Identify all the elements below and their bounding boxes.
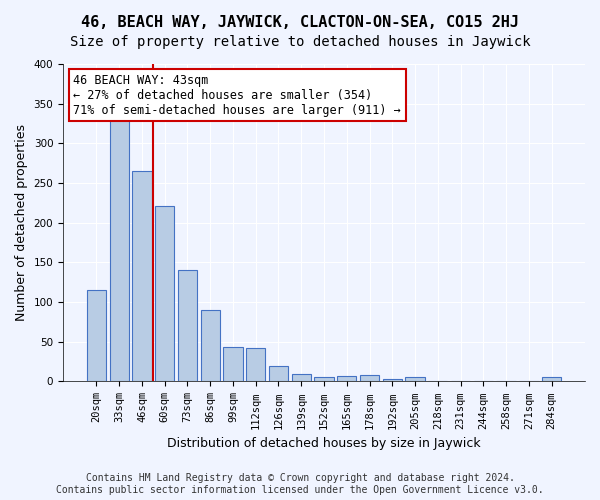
Bar (292, 374, 311, 382)
Text: Size of property relative to detached houses in Jaywick: Size of property relative to detached ho… (70, 35, 530, 49)
Bar (337, 376, 356, 382)
Bar (542, 378, 561, 382)
Bar (269, 366, 288, 382)
Text: 46, BEACH WAY, JAYWICK, CLACTON-ON-SEA, CO15 2HJ: 46, BEACH WAY, JAYWICK, CLACTON-ON-SEA, … (81, 15, 519, 30)
Bar (200, 310, 220, 382)
Bar (178, 270, 197, 382)
X-axis label: Distribution of detached houses by size in Jaywick: Distribution of detached houses by size … (167, 437, 481, 450)
Bar (383, 379, 402, 382)
Y-axis label: Number of detached properties: Number of detached properties (15, 124, 28, 321)
Bar (246, 348, 265, 382)
Bar (132, 171, 152, 382)
Bar (314, 376, 334, 382)
Bar (360, 375, 379, 382)
Text: 46 BEACH WAY: 43sqm
← 27% of detached houses are smaller (354)
71% of semi-detac: 46 BEACH WAY: 43sqm ← 27% of detached ho… (73, 74, 401, 116)
Bar (406, 378, 425, 382)
Bar (110, 120, 129, 382)
Text: Contains HM Land Registry data © Crown copyright and database right 2024.
Contai: Contains HM Land Registry data © Crown c… (56, 474, 544, 495)
Bar (87, 290, 106, 382)
Bar (223, 346, 242, 382)
Bar (155, 206, 175, 382)
